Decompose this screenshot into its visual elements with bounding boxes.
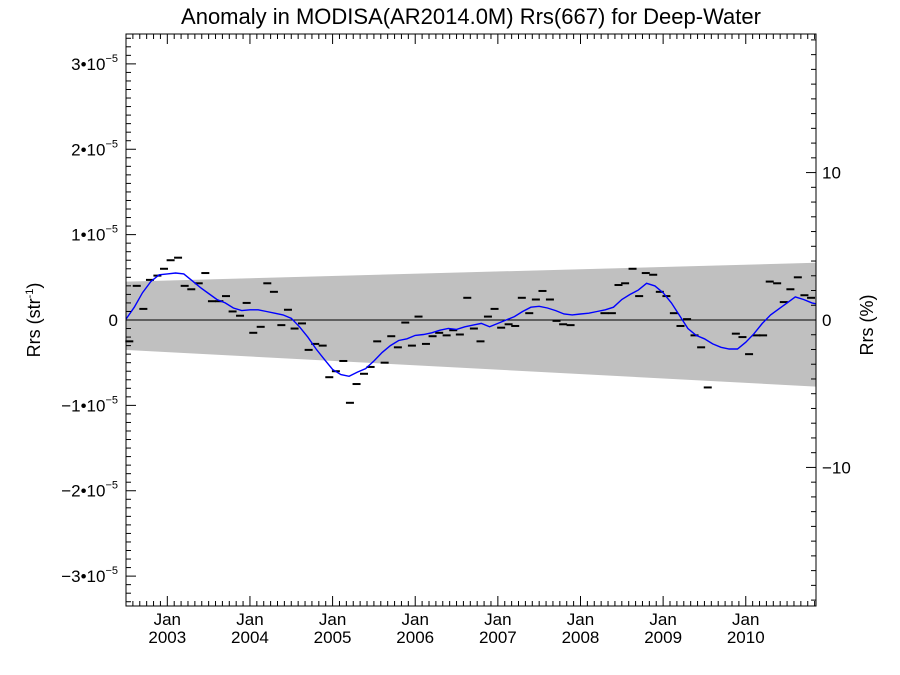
x-tick-label-year: 2004 (231, 628, 269, 647)
x-tick-label-year: 2006 (396, 628, 434, 647)
y-right-tick-label: 10 (822, 164, 841, 183)
y-left-tick-label: −2•10−5 (61, 480, 118, 501)
y-left-tick-label: 3•10−5 (71, 53, 118, 74)
y-axis-right: 10 0 −10 (806, 39, 851, 601)
x-tick-label-month: Jan (402, 610, 429, 629)
y-axis-left: 3•10−5 2•10−5 1•10−5 0 −1•10−5 −2•10−5 −3•10−5 (61, 37, 136, 603)
uncertainty-band-area (126, 262, 816, 387)
y-axis-left-label: Rrs (str-1) (24, 283, 44, 358)
x-tick-label-month: Jan (732, 610, 759, 629)
x-tick-label-year: 2005 (314, 628, 352, 647)
x-tick-label-month: Jan (319, 610, 346, 629)
y-left-tick-label: 1•10−5 (71, 224, 118, 245)
y-right-tick-label: −10 (822, 458, 851, 477)
x-tick-label-year: 2009 (644, 628, 682, 647)
x-tick-label-year: 2003 (148, 628, 186, 647)
y-left-tick-label: 2•10−5 (71, 138, 118, 159)
y-axis-right-label: Rrs (%) (857, 295, 877, 356)
smoothed-anomaly-line (125, 272, 817, 378)
x-axis: Jan2003Jan2004Jan2005Jan2006Jan2007Jan20… (125, 34, 816, 647)
x-tick-label-year: 2007 (479, 628, 517, 647)
x-tick-label-year: 2010 (727, 628, 765, 647)
y-right-tick-label: 0 (822, 311, 831, 330)
smoothed-series-line (125, 272, 817, 378)
x-tick-label-month: Jan (567, 610, 594, 629)
x-tick-label-month: Jan (154, 610, 181, 629)
x-tick-label-month: Jan (236, 610, 263, 629)
y-left-tick-label: 0 (109, 311, 118, 330)
chart-title: Anomaly in MODISA(AR2014.0M) Rrs(667) fo… (181, 4, 761, 29)
uncertainty-band (126, 262, 816, 387)
x-tick-label-month: Jan (484, 610, 511, 629)
x-tick-label-year: 2008 (562, 628, 600, 647)
y-left-tick-label: −1•10−5 (61, 394, 118, 415)
x-tick-label-month: Jan (649, 610, 676, 629)
y-left-tick-label: −3•10−5 (61, 565, 118, 586)
